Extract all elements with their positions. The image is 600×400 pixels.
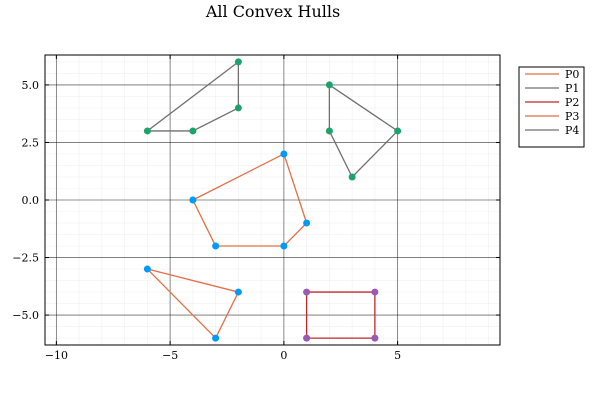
- x-tick-label: 5: [394, 349, 401, 362]
- data-point: [212, 242, 220, 250]
- x-tick-label: 0: [280, 349, 287, 362]
- data-point: [234, 288, 242, 296]
- data-point: [303, 334, 311, 342]
- data-point: [371, 334, 379, 342]
- chart-title: All Convex Hulls: [205, 2, 340, 21]
- legend-box: [518, 66, 585, 148]
- legend-label-p4: P4: [565, 124, 579, 137]
- y-tick-label: 0.0: [22, 194, 40, 207]
- x-tick-label: −5: [162, 349, 178, 362]
- data-point: [371, 288, 379, 296]
- data-point: [303, 288, 311, 296]
- plot-area: −10 −5 0 5 −5.0 −2.5 0.0 2.5 5.0: [12, 54, 501, 362]
- legend-label-p2: P2: [565, 96, 579, 109]
- data-point: [234, 58, 242, 66]
- data-point: [325, 127, 333, 135]
- data-point: [212, 334, 220, 342]
- data-point: [394, 127, 402, 135]
- hull-line-p0: [192, 153, 308, 247]
- data-point: [280, 242, 288, 250]
- data-point: [143, 127, 151, 135]
- data-point: [143, 265, 151, 273]
- legend-label-p0: P0: [565, 68, 579, 81]
- data-point: [234, 104, 242, 112]
- data-point: [303, 219, 311, 227]
- hull-line-p3: [146, 268, 240, 339]
- y-tick-label: −5.0: [12, 309, 39, 322]
- y-tick-label: 5.0: [22, 79, 40, 92]
- data-point: [189, 127, 197, 135]
- x-tick-label: −10: [45, 349, 68, 362]
- legend-label-p1: P1: [565, 82, 579, 95]
- data-point: [280, 150, 288, 158]
- y-tick-label: −2.5: [12, 252, 39, 265]
- data-point: [189, 196, 197, 204]
- data-point: [325, 81, 333, 89]
- data-point: [348, 173, 356, 181]
- y-tick-label: 2.5: [22, 136, 40, 149]
- legend-label-p3: P3: [565, 110, 579, 123]
